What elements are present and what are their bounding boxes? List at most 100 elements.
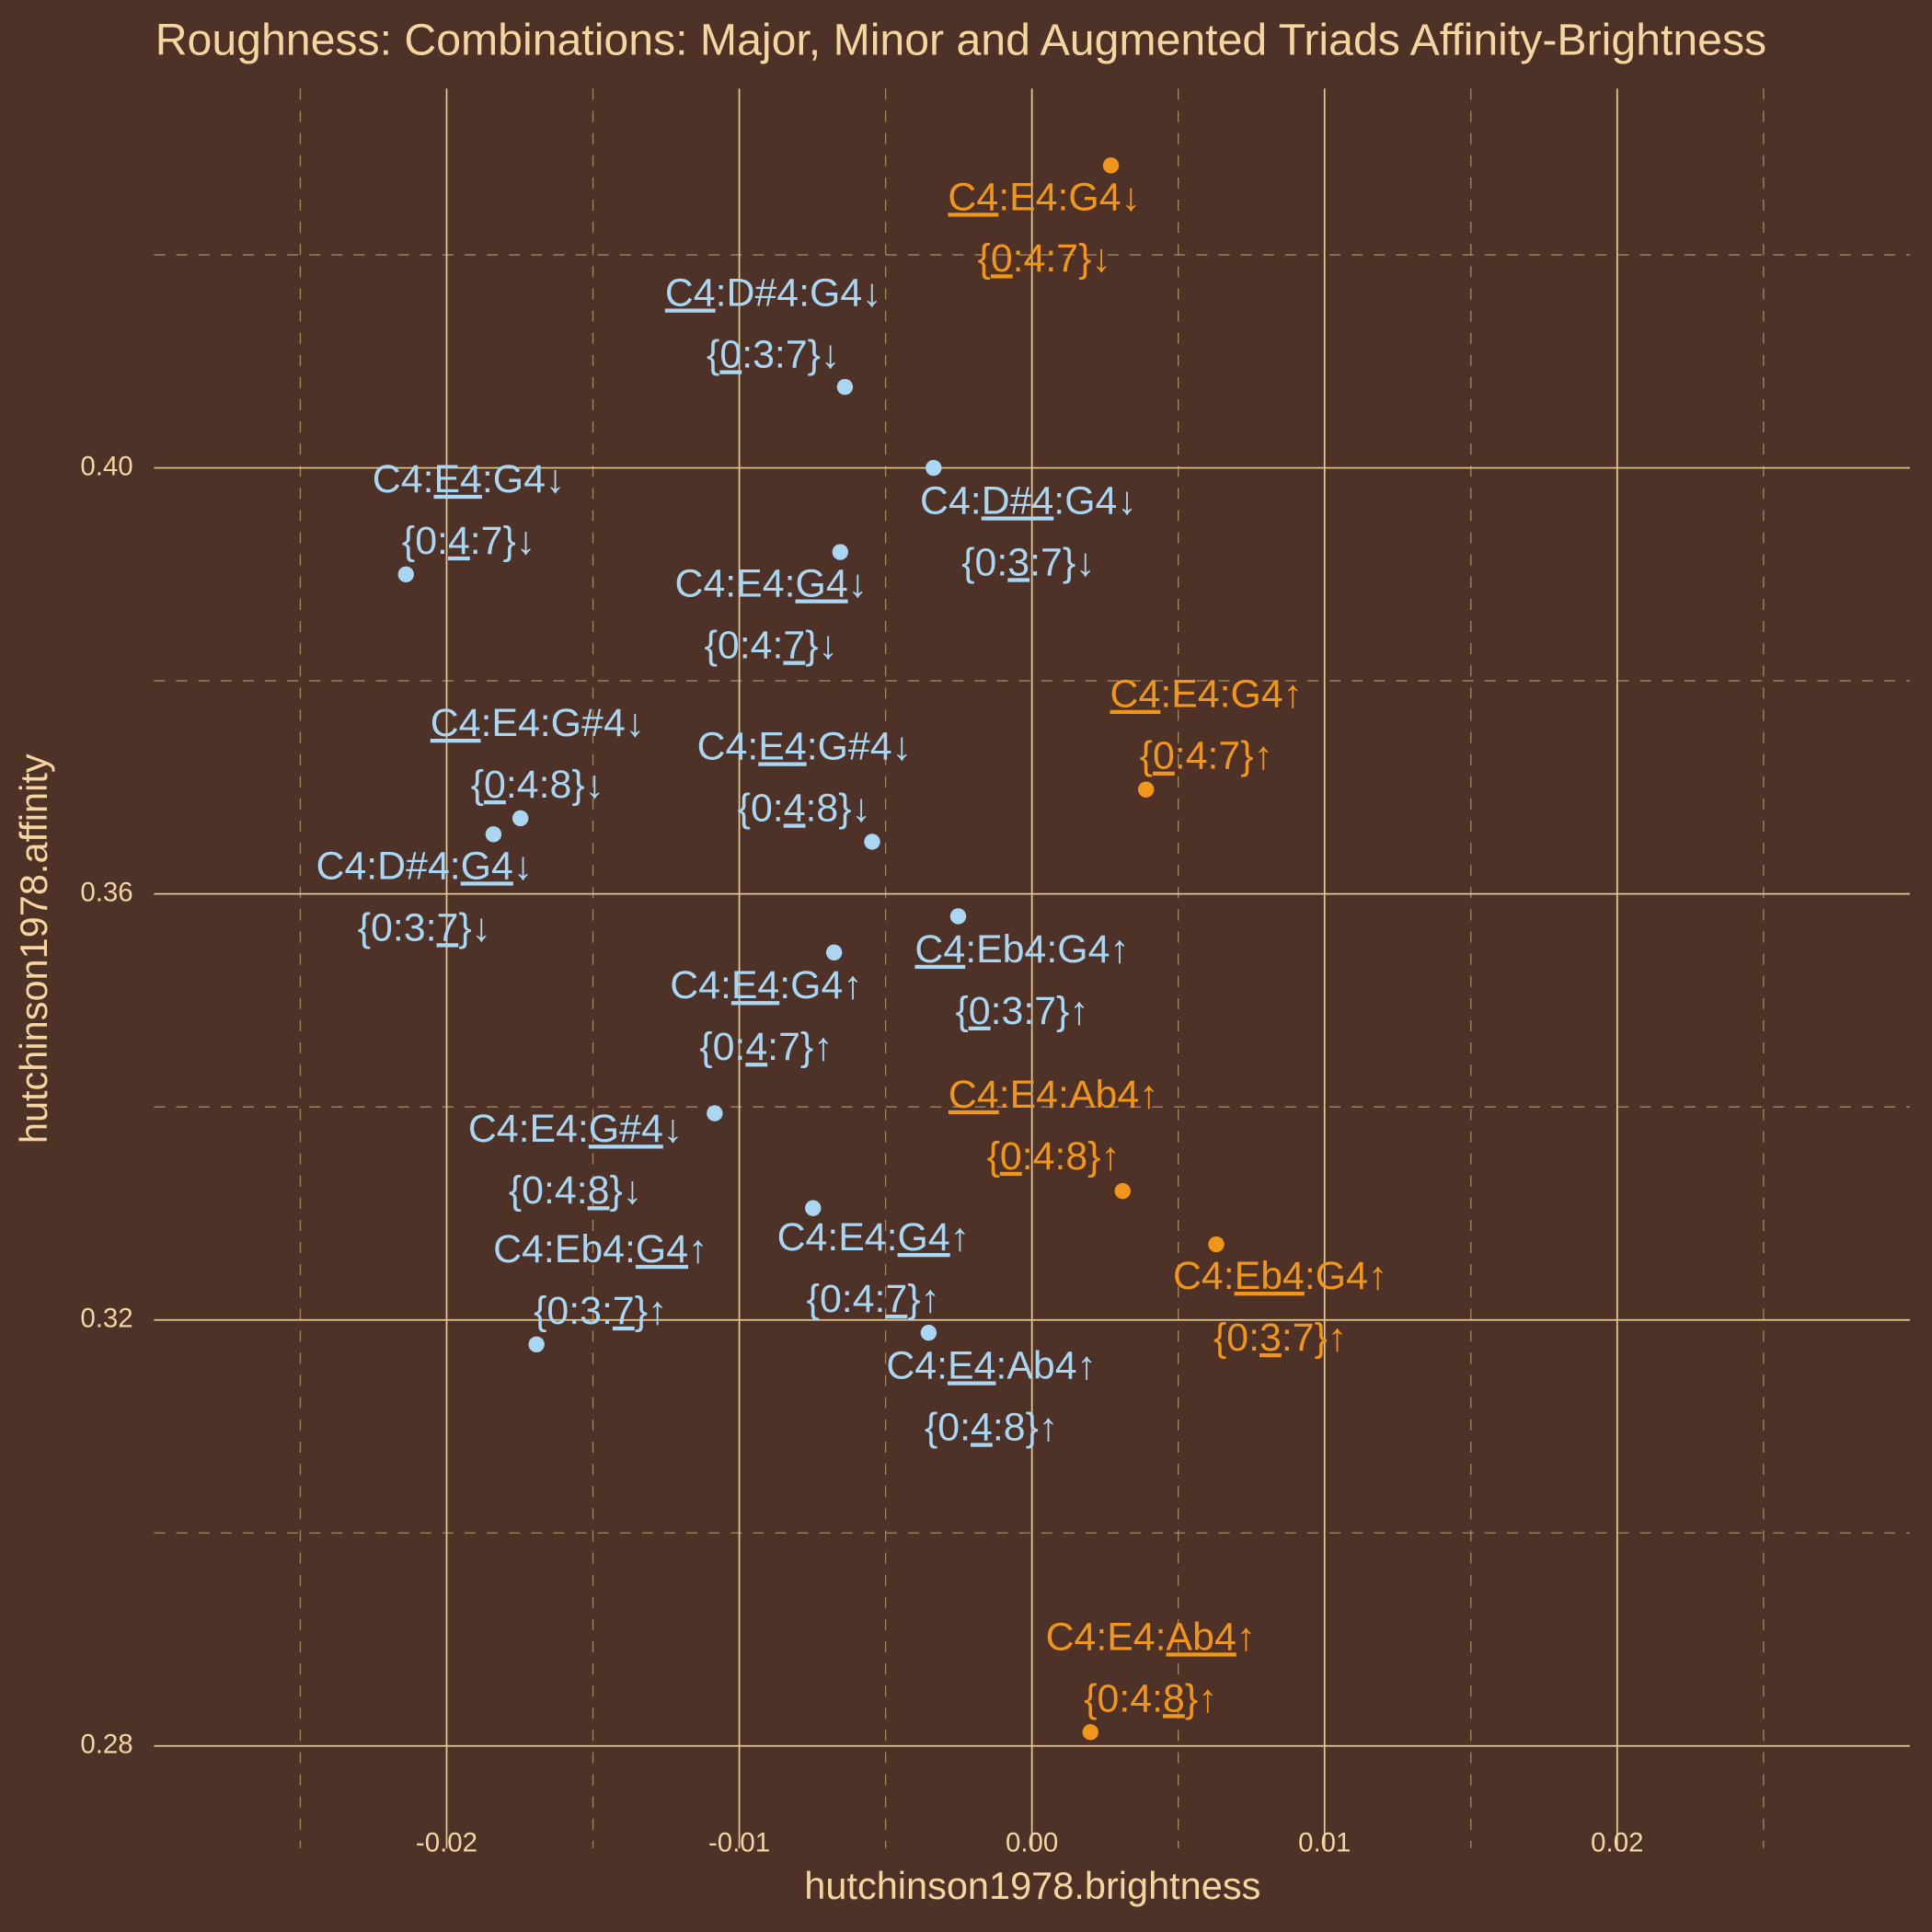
label-part: {0:3: xyxy=(358,906,437,950)
label-part: 0 xyxy=(969,989,991,1033)
point-label: C4:E4:G#4↓ xyxy=(697,725,912,769)
x-tick-label: 0.00 xyxy=(1006,1828,1058,1858)
point-label: {0:3:7}↓ xyxy=(961,541,1095,585)
label-part: }↓ xyxy=(458,906,491,950)
label-part: :8}↑ xyxy=(993,1406,1058,1450)
label-part: 0 xyxy=(991,237,1013,282)
label-part: }↑ xyxy=(635,1289,668,1333)
marks: C4:E4:G4↓{0:4:7}↓C4:E4:G4↑{0:4:7}↑C4:E4:… xyxy=(316,157,1387,1741)
label-part: 7 xyxy=(885,1277,907,1321)
point xyxy=(1082,1724,1098,1741)
x-tick-label: -0.01 xyxy=(708,1828,770,1858)
label-part: :7}↓ xyxy=(1029,541,1095,585)
label-part: C4:E4: xyxy=(1046,1616,1167,1660)
label-part: :E4:G4↓ xyxy=(998,176,1141,220)
label-part: G#4 xyxy=(589,1108,663,1152)
label-part: :G4↓ xyxy=(482,457,565,501)
point-label: C4:E4:G4↓ xyxy=(373,457,566,501)
label-part: }↓ xyxy=(805,624,838,668)
label-part: {0:4: xyxy=(705,624,784,668)
label-part: ↑ xyxy=(1236,1616,1256,1660)
label-part: {0:4: xyxy=(509,1168,588,1213)
label-part: 4 xyxy=(448,519,470,563)
label-part: { xyxy=(987,1134,1000,1179)
label-part: :4:7}↓ xyxy=(1013,237,1111,282)
label-part: 0 xyxy=(484,763,506,807)
point-label: {0:4:7}↑ xyxy=(1140,734,1273,778)
point-label: {0:4:8}↑ xyxy=(987,1134,1121,1179)
label-part: { xyxy=(471,763,484,807)
label-part: 7 xyxy=(613,1289,635,1333)
label-part: ↓ xyxy=(848,562,868,606)
label-part: C4 xyxy=(431,701,481,745)
point xyxy=(949,908,967,925)
label-part: 0 xyxy=(1000,1134,1022,1179)
point xyxy=(836,378,854,396)
label-part: :G4↑ xyxy=(779,963,862,1007)
label-part: G4 xyxy=(796,562,848,606)
point-label: {0:4:7}↑ xyxy=(807,1277,940,1321)
point xyxy=(825,944,843,961)
label-part: C4: xyxy=(920,479,982,523)
label-part: {0: xyxy=(925,1406,971,1450)
point-label: {0:3:7}↑ xyxy=(1213,1316,1347,1360)
label-part: }↑ xyxy=(907,1277,940,1321)
label-part: E4 xyxy=(948,1344,995,1388)
point-label: {0:4:8}↑ xyxy=(1084,1677,1217,1721)
label-part: :7}↑ xyxy=(767,1025,833,1069)
point-label: C4:Eb4:G4↑ xyxy=(1173,1254,1387,1298)
label-part: }↑ xyxy=(1185,1677,1218,1721)
label-part: {0: xyxy=(961,541,1007,585)
label-part: { xyxy=(978,237,991,282)
point-label: C4:D#4:G4↓ xyxy=(665,271,882,316)
label-part: :G#4↓ xyxy=(807,725,912,769)
label-part: :Ab4↑ xyxy=(995,1344,1097,1388)
label-part: 3 xyxy=(1007,541,1029,585)
point-label: {0:4:7}↓ xyxy=(402,519,535,563)
point-label: C4:E4:G4↓ xyxy=(675,562,868,606)
point-label: {0:4:7}↓ xyxy=(978,237,1111,282)
label-part: :G4↓ xyxy=(1053,479,1136,523)
point-label: C4:E4:G4↑ xyxy=(777,1215,971,1259)
point xyxy=(920,1324,937,1341)
label-part: 8 xyxy=(588,1168,610,1213)
grid xyxy=(154,88,1910,1848)
label-part: C4 xyxy=(665,271,716,316)
label-part: {0: xyxy=(1213,1316,1259,1360)
label-part: E4 xyxy=(758,725,806,769)
label-part: ↓ xyxy=(513,845,533,889)
label-part: 0 xyxy=(719,333,742,377)
point-label: C4:E4:G4↑ xyxy=(1110,673,1304,717)
label-part: :E4:G4↑ xyxy=(1160,673,1303,717)
point-label: C4:Eb4:G4↑ xyxy=(914,927,1129,972)
label-part: G4 xyxy=(636,1227,688,1271)
point-label: C4:E4:Ab4↑ xyxy=(886,1344,1097,1388)
label-part: :G4↑ xyxy=(1305,1254,1387,1298)
point-label: C4:E4:G4↓ xyxy=(948,176,1141,220)
point-label: {0:3:7}↑ xyxy=(955,989,1088,1033)
label-part: :D#4:G4↓ xyxy=(716,271,882,316)
label-part: E4 xyxy=(731,963,779,1007)
label-part: E4 xyxy=(433,457,481,501)
y-axis-label: hutchinson1978.affinity xyxy=(12,753,55,1144)
point-label: {0:3:7}↑ xyxy=(534,1289,667,1333)
label-part: C4: xyxy=(373,457,434,501)
label-part: ↑ xyxy=(688,1227,707,1271)
label-part: 4 xyxy=(784,787,806,831)
point-label: C4:E4:Ab4↑ xyxy=(1046,1616,1257,1660)
label-part: ↑ xyxy=(950,1215,970,1259)
label-part: { xyxy=(955,989,968,1033)
label-part: ↓ xyxy=(663,1108,683,1152)
label-part: {0: xyxy=(402,519,448,563)
label-part: 4 xyxy=(745,1025,767,1069)
label-part: {0:3: xyxy=(534,1289,613,1333)
x-tick-label: -0.02 xyxy=(416,1828,477,1858)
label-part: 4 xyxy=(971,1406,993,1450)
chart-title: Roughness: Combinations: Major, Minor an… xyxy=(155,16,1766,65)
point xyxy=(512,810,529,827)
label-part: C4:E4: xyxy=(777,1215,898,1259)
point xyxy=(832,544,849,560)
point-label: C4:D#4:G4↓ xyxy=(316,845,534,889)
label-part: {0:4: xyxy=(807,1277,886,1321)
point-label: {0:4:7}↑ xyxy=(699,1025,833,1069)
